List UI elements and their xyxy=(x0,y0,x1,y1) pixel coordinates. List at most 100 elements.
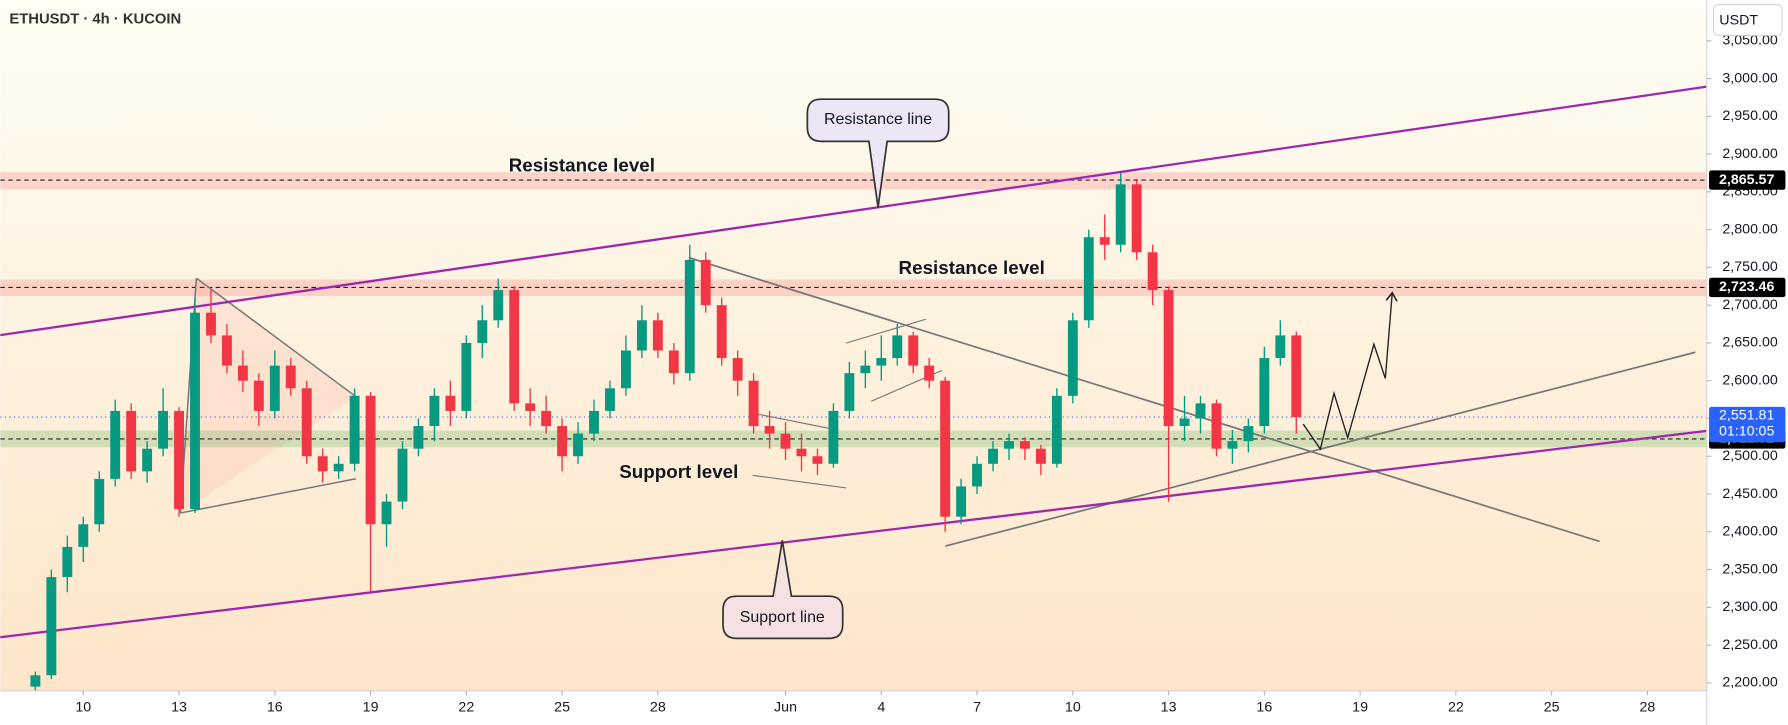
x-tick-label: 13 xyxy=(171,700,187,716)
candle-body xyxy=(573,433,584,457)
candle-body xyxy=(493,290,504,321)
current-price-label: 2,551.81 xyxy=(1719,408,1774,424)
x-tick-label: 10 xyxy=(1065,700,1081,716)
x-tick-label: 28 xyxy=(650,700,666,716)
channel-line xyxy=(752,474,847,489)
candle-body xyxy=(253,380,264,411)
candle-body xyxy=(1259,358,1270,427)
x-tick-label: 22 xyxy=(458,700,474,716)
candle-body xyxy=(1115,184,1126,245)
candle-body xyxy=(1211,403,1222,449)
y-tick-label: 2,650.00 xyxy=(1722,335,1777,351)
candle-body xyxy=(908,335,919,366)
candle-body xyxy=(812,456,823,464)
y-tick-label: 2,400.00 xyxy=(1722,524,1777,540)
candle-body xyxy=(94,478,105,525)
candle-body xyxy=(876,358,887,366)
candle-body xyxy=(924,365,935,381)
candle-body xyxy=(78,524,89,547)
candle-body xyxy=(589,410,599,434)
callout-text: Support line xyxy=(740,609,825,626)
candle-body xyxy=(509,290,520,404)
y-tick-label: 2,800.00 xyxy=(1722,221,1777,237)
candle-body xyxy=(940,380,951,517)
y-tick-label: 2,900.00 xyxy=(1722,146,1777,162)
candle-body xyxy=(636,320,647,351)
candle-body xyxy=(1163,290,1174,427)
level-zone xyxy=(0,172,1707,190)
candle-body xyxy=(1195,403,1206,419)
candle-body xyxy=(605,388,615,411)
current-price-box xyxy=(1709,406,1786,443)
annotation: Support level xyxy=(619,461,738,482)
candle-body xyxy=(333,463,344,472)
x-tick-label: 19 xyxy=(363,700,379,716)
y-tick-label: 2,300.00 xyxy=(1722,599,1777,615)
level-zone xyxy=(0,279,1707,297)
x-tick-label: 25 xyxy=(1544,700,1560,716)
callout xyxy=(806,98,950,208)
candle-body xyxy=(732,358,743,381)
symbol-title: ETHUSDT · 4h · KUCOIN xyxy=(9,11,181,27)
channel-line xyxy=(845,318,927,344)
y-tick-label: 2,500.00 xyxy=(1722,448,1777,464)
candle-body xyxy=(110,410,121,479)
support-line xyxy=(0,429,1707,639)
candle-body xyxy=(269,365,280,411)
candle-body xyxy=(1291,335,1302,418)
trend-line xyxy=(180,478,357,514)
x-tick-label: 10 xyxy=(75,700,91,716)
candle-body xyxy=(1179,418,1190,427)
x-tick-label: 16 xyxy=(267,700,283,716)
level-price-label: 2,865.57 xyxy=(1719,172,1774,188)
y-tick-label: 2,950.00 xyxy=(1722,108,1777,124)
annotation: Resistance level xyxy=(509,154,655,175)
annotation: Resistance level xyxy=(899,257,1045,278)
y-tick-label: 2,700.00 xyxy=(1722,297,1777,313)
candle-body xyxy=(413,426,424,449)
candle-body xyxy=(62,546,73,578)
x-tick-label: Jun xyxy=(774,700,797,716)
candle-body xyxy=(541,410,552,427)
y-tick-label: 2,250.00 xyxy=(1722,637,1777,653)
candle-body xyxy=(652,320,663,351)
candle-body xyxy=(956,486,967,517)
candle-body xyxy=(892,335,903,359)
y-tick-label: 2,200.00 xyxy=(1722,675,1777,691)
candle-body xyxy=(525,403,536,411)
candle-body xyxy=(1067,320,1078,396)
level-zone xyxy=(0,430,1707,448)
x-tick-label: 25 xyxy=(554,700,570,716)
candle-body xyxy=(206,312,216,336)
candle-body xyxy=(221,335,232,366)
candle-body xyxy=(716,305,727,359)
candle-body xyxy=(1131,184,1142,253)
callout xyxy=(722,540,844,640)
candle-body xyxy=(860,365,871,374)
y-tick-label: 2,600.00 xyxy=(1722,372,1777,388)
callout-text: Resistance line xyxy=(824,111,932,128)
candle-body xyxy=(126,410,137,472)
candle-body xyxy=(461,342,472,411)
currency-button[interactable] xyxy=(1713,3,1783,36)
candle-body xyxy=(30,675,41,687)
candle-body xyxy=(429,395,440,427)
candle-body xyxy=(190,312,200,510)
candle-body xyxy=(445,395,456,411)
candle-body xyxy=(700,259,711,306)
x-tick-label: 19 xyxy=(1352,700,1368,716)
candle-body xyxy=(748,380,759,427)
y-tick-label: 2,450.00 xyxy=(1722,486,1777,502)
candle-body xyxy=(1275,335,1286,359)
trend-line xyxy=(688,256,1600,543)
candle-body xyxy=(477,320,488,343)
candle-body xyxy=(1243,426,1254,442)
projection-path xyxy=(1302,294,1392,451)
candle-body xyxy=(397,448,408,502)
candle-body xyxy=(46,577,57,676)
countdown-label: 01:10:05 xyxy=(1719,424,1774,440)
candle-body xyxy=(142,448,153,472)
x-tick-label: 4 xyxy=(877,700,885,716)
level-price-label: 2,723.46 xyxy=(1719,279,1774,295)
